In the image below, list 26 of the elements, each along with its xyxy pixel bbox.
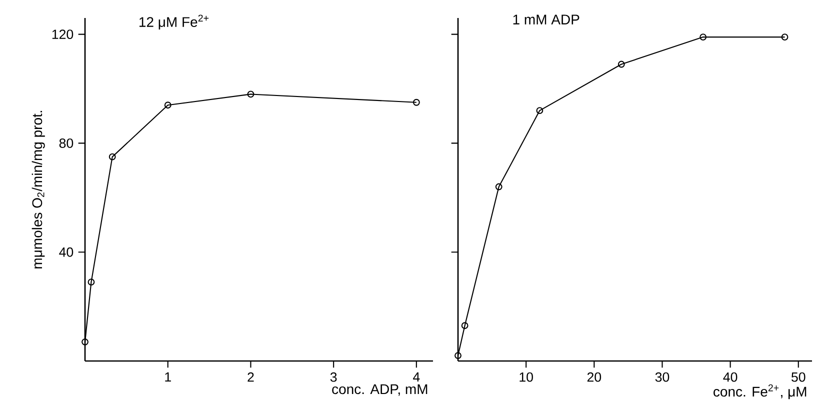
x-tick-label: 3 <box>330 372 337 382</box>
x-tick-label: 1 <box>165 372 171 382</box>
point <box>495 183 502 190</box>
point <box>88 278 95 286</box>
point <box>536 107 544 114</box>
x-tick-label: 2 <box>248 372 254 382</box>
y-tick-label: 80 <box>59 138 74 148</box>
x-tick-label: 20 <box>587 372 602 382</box>
y-axis-title: mμmoles O$_{2}$/min/mg prot. <box>32 110 45 268</box>
x-tick-label: 30 <box>655 372 670 382</box>
y-tick-label: 40 <box>59 247 74 257</box>
x-tick-label: 4 <box>413 372 420 382</box>
chart-title: 1 mM ADP <box>513 14 580 24</box>
point <box>700 34 707 41</box>
y-tick-label: 120 <box>52 30 74 40</box>
x-axis-title: conc. Fe$^{2+}$, μM <box>714 384 806 400</box>
x-tick-label: 40 <box>723 372 738 382</box>
x-axis-title: conc. ADP, mM <box>332 384 428 396</box>
chart-title: 12 μM Fe$^{2+}$ <box>140 14 209 30</box>
x-tick-label: 10 <box>520 372 533 382</box>
point <box>247 90 254 98</box>
x-tick-label: 50 <box>792 372 806 382</box>
point <box>108 153 116 160</box>
point <box>164 102 172 109</box>
point <box>618 60 625 68</box>
point <box>461 322 468 330</box>
